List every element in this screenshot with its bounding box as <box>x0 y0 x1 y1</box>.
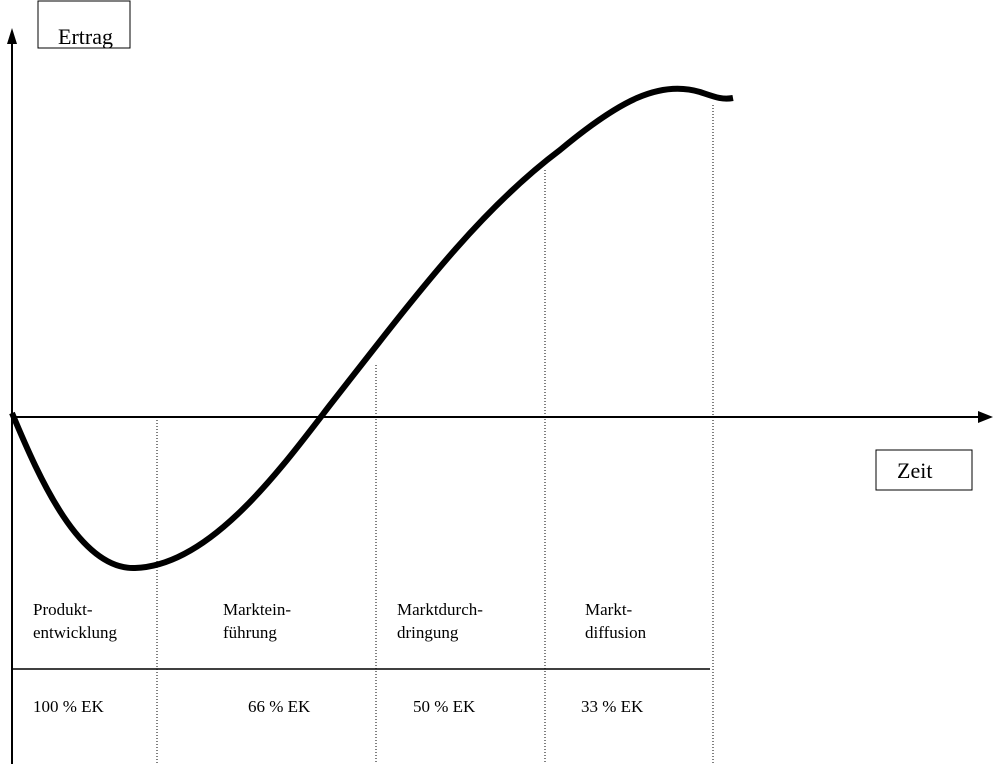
y-arrow <box>7 28 17 44</box>
phase-name: Marktein- <box>223 600 291 619</box>
phase-name: Produkt- <box>33 600 93 619</box>
curve <box>9 85 734 572</box>
phase-equity: 33 % EK <box>581 697 644 716</box>
x-label-box <box>875 449 973 491</box>
phase-name: dringung <box>397 623 459 642</box>
x-arrow <box>978 411 993 423</box>
phase-name: Markt- <box>585 600 633 619</box>
x-label: Zeit <box>897 458 932 483</box>
phase-dividers <box>156 105 714 764</box>
phase-name: Marktdurch- <box>397 600 483 619</box>
y-label-box <box>37 0 131 49</box>
phase-name: entwicklung <box>33 623 118 642</box>
y-label: Ertrag <box>58 24 113 49</box>
phase-equity: 50 % EK <box>413 697 476 716</box>
phase-equity: 100 % EK <box>33 697 105 716</box>
phase-equity: 66 % EK <box>248 697 311 716</box>
phase-name: führung <box>223 623 277 642</box>
phase-name: diffusion <box>585 623 647 642</box>
